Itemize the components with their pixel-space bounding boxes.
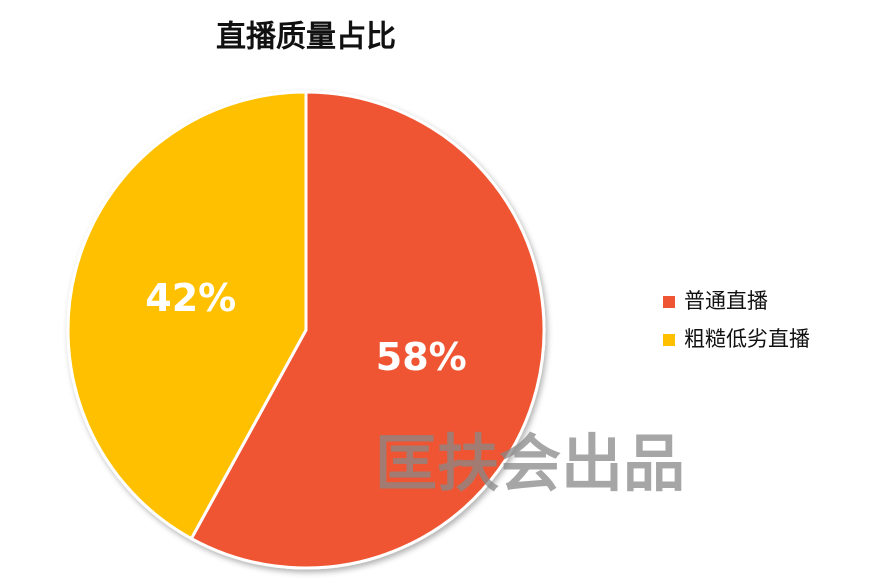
- labels: 58% 42%: [145, 276, 466, 379]
- pie-slice: [189, 90, 546, 570]
- data-label: 42%: [145, 276, 236, 320]
- chart-title: 直播质量占比: [216, 20, 396, 55]
- legend-swatch: [663, 334, 675, 346]
- legend-swatch: [663, 296, 675, 308]
- data-label: 58%: [376, 335, 467, 379]
- pie: [66, 90, 546, 570]
- pie-slice: [66, 90, 308, 541]
- legend-label: 普通直播: [684, 289, 768, 313]
- legend-label: 粗糙低劣直播: [684, 327, 810, 351]
- watermark: 匡扶会出品: [375, 427, 685, 500]
